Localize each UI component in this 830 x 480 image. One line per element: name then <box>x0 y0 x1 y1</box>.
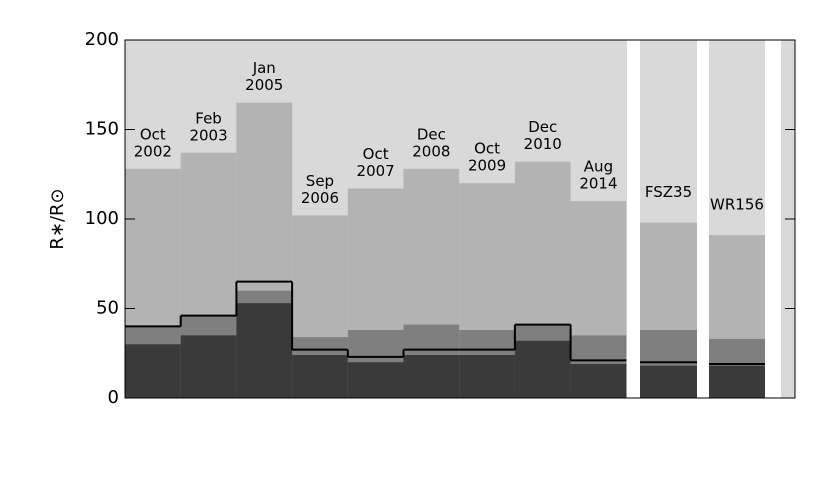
bar <box>125 344 181 398</box>
category-label: Oct <box>474 140 500 158</box>
category-label: 2006 <box>301 189 339 207</box>
bar <box>709 365 765 398</box>
bar <box>514 340 571 398</box>
bar <box>347 362 404 398</box>
category-label: Dec <box>417 125 446 143</box>
category-label: Sep <box>306 172 334 190</box>
category-label: 2014 <box>579 175 617 193</box>
bar <box>640 365 697 398</box>
category-label: Dec <box>528 118 557 136</box>
category-label: Jan <box>252 59 276 77</box>
category-label: 2007 <box>357 162 395 180</box>
category-label: WR156 <box>710 196 764 214</box>
y-tick-label: 50 <box>96 298 119 319</box>
bar <box>570 363 627 398</box>
category-label: 2003 <box>189 126 227 144</box>
category-label: 2005 <box>245 76 283 94</box>
y-tick-label: 150 <box>85 119 119 140</box>
bar <box>459 355 515 398</box>
bar <box>292 355 348 398</box>
category-label: Aug <box>584 158 613 176</box>
category-label: 2002 <box>134 142 172 160</box>
category-label: Feb <box>195 109 222 127</box>
y-tick-label: 0 <box>108 387 119 408</box>
category-label: 2008 <box>412 142 450 160</box>
separator <box>765 39 781 399</box>
y-tick-label: 100 <box>85 208 119 229</box>
bar <box>236 303 293 398</box>
y-axis-label: R∗/R⊙ <box>47 188 68 249</box>
category-label: Oct <box>140 125 166 143</box>
bar <box>403 355 460 398</box>
separator <box>697 39 709 399</box>
y-tick-label: 200 <box>85 29 119 50</box>
bar <box>180 335 237 398</box>
category-label: 2010 <box>524 135 562 153</box>
separator <box>627 39 640 399</box>
category-label: FSZ35 <box>645 183 692 201</box>
category-label: 2009 <box>468 157 506 175</box>
category-label: Oct <box>363 145 389 163</box>
